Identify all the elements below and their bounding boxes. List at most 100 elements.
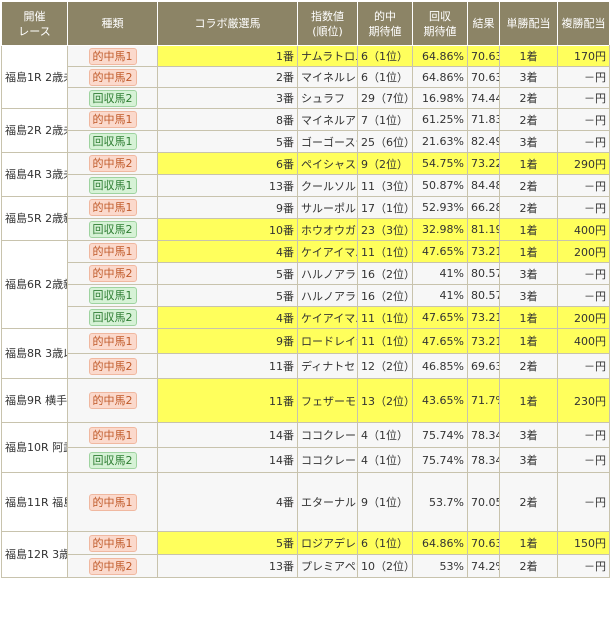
race-name: 福島8R 3歳以上500万下 — [1, 328, 68, 379]
horse-name: プレミアペガサス — [297, 554, 358, 578]
win-payout: －円 — [557, 422, 610, 448]
horse-name: サルーポルティ — [297, 196, 358, 219]
result: 1着 — [499, 306, 558, 329]
win-payout: －円 — [557, 447, 610, 473]
header-row: 開催 レース 種類 コラボ厳選馬 指数値 (順位) 的中 期待値 回収 期待値 結果 単… — [1, 1, 610, 46]
table-row: 回収馬210番ホウオウガイア23（3位）32.98%81.19%1着400円14… — [2, 218, 610, 241]
table-row: 福島4R 3歳未勝利 的中馬2 6番ペイシャスウィフト9（2位）54.75%73.2… — [1, 152, 610, 197]
header-race: 開催 レース — [1, 1, 68, 46]
kind-cell: 回収馬1 — [67, 174, 158, 197]
hit-horse-badge: 的中馬1 — [88, 111, 137, 128]
result: 3着 — [499, 262, 558, 285]
hit-horse-badge: 的中馬2 — [88, 557, 137, 575]
header-result: 結果 — [467, 1, 500, 46]
return-expectation: 69.63% — [467, 353, 500, 379]
header-index: 指数値 (順位) — [297, 1, 358, 46]
hit-expectation: 54.75% — [412, 152, 468, 175]
horse-number: 5番 — [157, 262, 298, 285]
result: 1着 — [499, 328, 558, 354]
result: 2着 — [499, 554, 558, 578]
hit-expectation: 75.74% — [412, 447, 468, 473]
hit-expectation: 41% — [412, 262, 468, 285]
kind-cell: 回収馬2 — [67, 447, 158, 473]
index-value: 11（1位） — [357, 328, 413, 354]
return-expectation: 70.63% — [467, 45, 500, 67]
return-expectation: 66.28% — [467, 196, 500, 219]
index-value: 16（2位） — [357, 262, 413, 285]
return-horse-badge: 回収馬1 — [88, 133, 137, 150]
horse-name: ゴーゴーステーツ — [297, 130, 358, 153]
table-row: 福島1R 2歳未勝利的中馬11番ナムラトロム6（1位）64.86%70.63%1… — [1, 45, 610, 109]
return-expectation: 73.21% — [467, 306, 500, 329]
win-payout: 200円 — [557, 240, 610, 263]
results-table: 開催 レース 種類 コラボ厳選馬 指数値 (順位) 的中 期待値 回収 期待値 結果 単… — [1, 1, 610, 578]
kind-cell: 的中馬2 — [67, 262, 158, 285]
hit-expectation: 41% — [412, 284, 468, 307]
horse-number: 5番 — [157, 130, 298, 153]
horse-name: ロードレイナード — [297, 328, 358, 354]
hit-horse-badge: 的中馬1 — [88, 534, 137, 552]
win-payout: 200円 — [557, 306, 610, 329]
hit-horse-badge: 的中馬2 — [88, 155, 137, 172]
results-body: 福島1R 2歳未勝利的中馬11番ナムラトロム6（1位）64.86%70.63%1… — [1, 45, 610, 578]
kind-cell: 的中馬2 — [67, 378, 158, 423]
hit-horse-badge: 的中馬1 — [88, 47, 137, 65]
win-payout: －円 — [557, 284, 610, 307]
horse-number: 13番 — [157, 174, 298, 197]
return-expectation: 70.63% — [467, 66, 500, 88]
table-row: 的中馬25番ハルノアラシ16（2位）41%80.57%3着－円140円 — [2, 262, 610, 285]
result: 1着 — [499, 378, 558, 423]
win-payout: －円 — [557, 262, 610, 285]
return-horse-badge: 回収馬2 — [88, 309, 137, 326]
kind-cell: 的中馬1 — [67, 472, 158, 532]
result: 3着 — [499, 284, 558, 307]
horse-number: 4番 — [157, 472, 298, 532]
index-value: 12（2位） — [357, 353, 413, 379]
result: 3着 — [499, 422, 558, 448]
hit-expectation: 75.74% — [412, 422, 468, 448]
horse-name: ハルノアラシ — [297, 284, 358, 307]
race-name: 福島10R 阿武隈ステークス — [1, 422, 68, 473]
index-value: 6（1位） — [357, 45, 413, 67]
kind-cell: 的中馬1 — [67, 531, 158, 555]
win-payout: －円 — [557, 554, 610, 578]
hit-expectation: 52.93% — [412, 196, 468, 219]
hit-expectation: 64.86% — [412, 531, 468, 555]
horse-number: 3番 — [157, 87, 298, 109]
win-payout: 230円 — [557, 378, 610, 423]
index-value: 11（1位） — [357, 306, 413, 329]
index-value: 9（1位） — [357, 472, 413, 532]
index-value: 9（2位） — [357, 152, 413, 175]
result: 2着 — [499, 472, 558, 532]
result: 2着 — [499, 108, 558, 131]
kind-cell: 的中馬1 — [67, 196, 158, 219]
hit-horse-badge: 的中馬1 — [88, 426, 137, 444]
hit-expectation: 43.65% — [412, 378, 468, 423]
kind-cell: 的中馬1 — [67, 328, 158, 354]
horse-name: ケイアイマハナ — [297, 240, 358, 263]
horse-name: クールソル — [297, 174, 358, 197]
win-payout: －円 — [557, 353, 610, 379]
return-expectation: 70.05% — [467, 472, 500, 532]
horse-name: エターナルタイム — [297, 472, 358, 532]
table-row: 福島2R 2歳未勝利 的中馬1 8番マイネルアレス7（1位）61.25%71.83%… — [1, 108, 610, 153]
horse-number: 6番 — [157, 152, 298, 175]
return-horse-badge: 回収馬2 — [88, 89, 137, 107]
return-expectation: 82.49% — [467, 130, 500, 153]
horse-name: ロジアデレード — [297, 531, 358, 555]
return-horse-badge: 回収馬1 — [88, 177, 137, 194]
index-value: 11（3位） — [357, 174, 413, 197]
return-expectation: 84.48% — [467, 174, 500, 197]
hit-expectation: 47.65% — [412, 240, 468, 263]
table-row: 回収馬24番ケイアイマハナ11（1位）47.65%73.21%1着200円110… — [2, 306, 610, 329]
return-expectation: 78.34% — [467, 422, 500, 448]
race-name: 福島9R 横手特別 — [1, 378, 68, 423]
table-row: 福島11R 福島テレビオープン 的中馬1 4番エターナルタイム9（1位）53.7%7… — [1, 472, 610, 532]
horse-number: 14番 — [157, 447, 298, 473]
win-payout: 400円 — [557, 328, 610, 354]
kind-cell: 的中馬2 — [67, 152, 158, 175]
table-row: 回収馬15番ハルノアラシ16（2位）41%80.57%3着－円140円 — [2, 284, 610, 307]
horse-number: 1番 — [157, 45, 298, 67]
hit-expectation: 53.7% — [412, 472, 468, 532]
